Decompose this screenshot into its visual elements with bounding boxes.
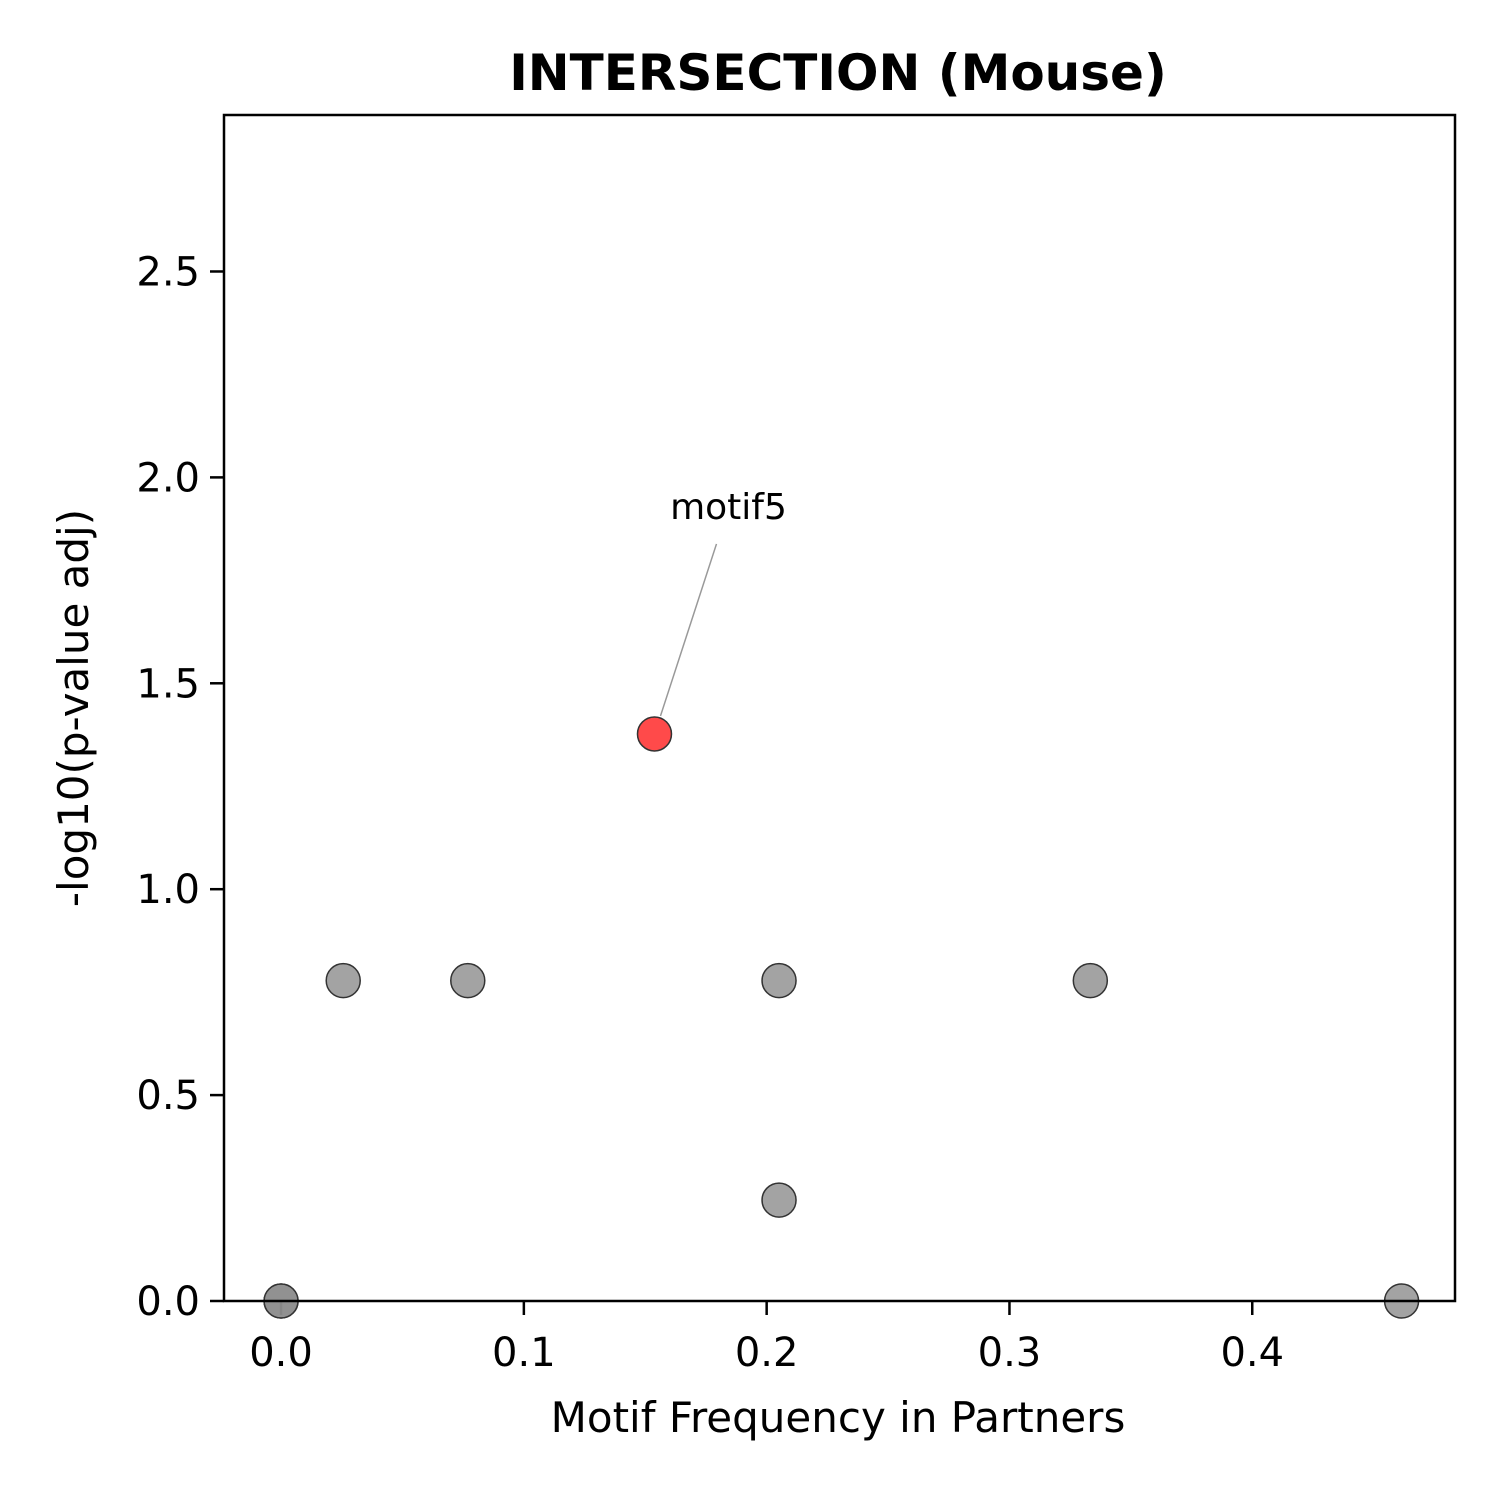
y-tick-label: 2.5 [136, 249, 200, 295]
data-point [1072, 962, 1109, 999]
annotation-connector [659, 543, 718, 717]
annotation-label: motif5 [670, 487, 787, 528]
y-tick-label: 2.0 [136, 455, 200, 501]
highlighted-point [636, 716, 673, 752]
y-tick-label: 1.0 [136, 867, 200, 913]
x-axis-ticks: 0.0 0.1 0.2 0.3 0.4 [249, 1301, 1284, 1376]
x-tick-label: 0.2 [735, 1330, 799, 1376]
data-point [761, 962, 797, 999]
x-tick-label: 0.3 [978, 1330, 1042, 1376]
data-points [263, 716, 1420, 1319]
y-tick-label: 0.5 [136, 1073, 200, 1119]
x-tick-label: 0.1 [492, 1330, 556, 1376]
chart-title: INTERSECTION (Mouse) [509, 44, 1167, 102]
data-point [450, 962, 486, 999]
data-point [761, 1182, 797, 1218]
y-tick-label: 0.0 [136, 1279, 200, 1325]
data-point [325, 962, 361, 999]
y-axis-ticks: 0.0 0.5 1.0 1.5 2.0 2.5 [136, 249, 224, 1325]
annotations: motif5 [659, 487, 787, 717]
x-tick-label: 0.4 [1220, 1330, 1284, 1376]
x-tick-label: 0.0 [249, 1330, 313, 1376]
y-axis-label: -log10(p-value adj) [49, 509, 98, 907]
x-axis-label: Motif Frequency in Partners [551, 1393, 1126, 1442]
y-tick-label: 1.5 [136, 661, 200, 707]
plot-area-frame [222, 113, 1457, 1303]
